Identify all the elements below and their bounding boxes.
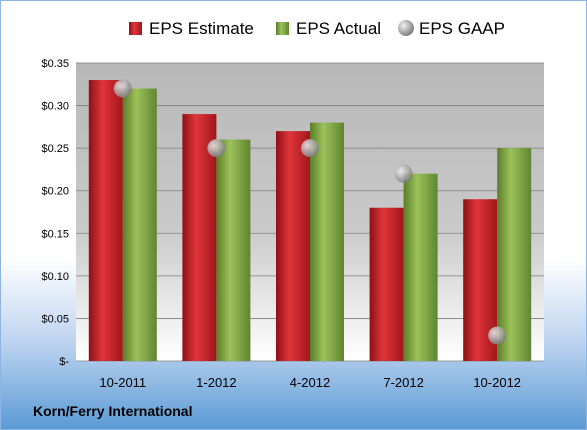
gaap-marker [301,139,319,158]
bar-estimate [369,207,404,361]
bar-actual [216,139,251,361]
legend-swatch [129,22,142,35]
y-tick-label: $0.20 [41,186,69,198]
legend-label: EPS Estimate [149,19,254,38]
gaap-marker [113,79,132,98]
y-tick-label: $- [59,356,69,368]
x-category-label: 4-2012 [290,375,330,390]
bar-actual [122,88,157,362]
legend-swatch [398,20,414,36]
x-category-label: 10-2012 [473,375,521,390]
y-tick-label: $0.05 [41,313,69,325]
bar-actual [403,173,438,361]
y-tick-label: $0.30 [41,101,69,113]
gaap-marker [488,326,507,345]
y-tick-label: $0.10 [41,271,69,283]
bar-actual [497,148,532,361]
legend-swatch [276,22,289,35]
bar-estimate [88,80,123,362]
x-category-label: 7-2012 [383,375,423,390]
y-tick-label: $0.35 [41,58,69,70]
legend-label: EPS GAAP [419,19,505,38]
y-axis-ticks: $- $0.05 $0.10 $0.15 $0.20 $0.25 $0.30 $0.35 [41,58,69,368]
legend-label: EPS Actual [296,19,381,38]
bar-estimate [182,114,217,361]
gaap-marker [394,164,413,183]
x-category-label: 10-2011 [99,375,146,390]
bar-actual [310,122,344,361]
x-category-label: 1-2012 [196,375,236,390]
gaap-markers [113,79,507,345]
legend: EPS Estimate EPS Actual EPS GAAP [129,19,505,38]
y-tick-label: $0.15 [41,228,69,240]
gaap-marker [207,139,226,158]
company-name: Korn/Ferry International [33,403,193,419]
bar-estimate [276,131,310,361]
x-axis-categories: 10-2011 1-2012 4-2012 7-2012 10-2012 [99,375,521,390]
y-tick-label: $0.25 [41,143,69,155]
